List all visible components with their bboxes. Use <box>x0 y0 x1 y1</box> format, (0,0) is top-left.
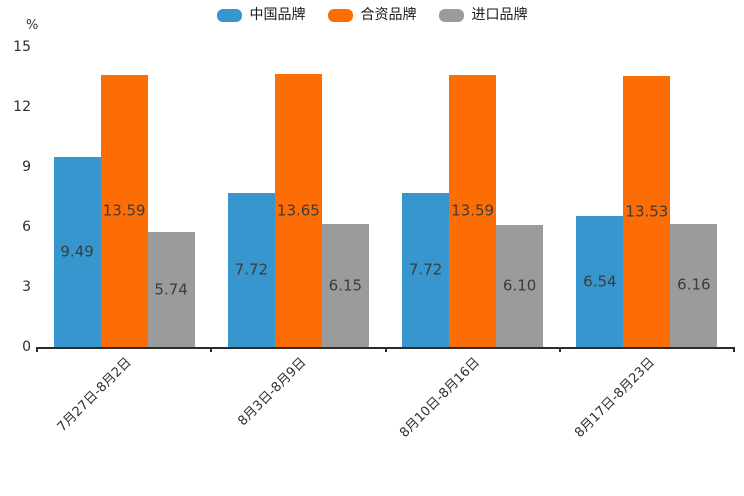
bar-合资品牌-3[interactable]: 13.53 <box>623 76 671 347</box>
legend-item-0[interactable]: 中国品牌 <box>216 7 306 23</box>
x-axis-category-label: 8月10日-8月16日 <box>397 355 484 441</box>
legend-item-2[interactable]: 进口品牌 <box>438 7 528 23</box>
legend-item-1[interactable]: 合资品牌 <box>327 7 417 23</box>
legend: 中国品牌 合资品牌 进口品牌 <box>0 8 744 22</box>
legend-label: 合资品牌 <box>360 7 417 23</box>
bar-value-label: 13.53 <box>625 202 669 221</box>
y-axis-tick-label: 6 <box>22 219 31 235</box>
bar-合资品牌-2[interactable]: 13.59 <box>449 75 497 347</box>
y-axis-tick-label: 9 <box>22 159 31 175</box>
bar-value-label: 13.59 <box>102 201 146 220</box>
bar-group-2: 7.72 13.59 6.10 <box>386 47 560 347</box>
bar-value-label: 9.49 <box>60 242 94 261</box>
bar-合资品牌-0[interactable]: 13.59 <box>100 75 148 347</box>
x-axis-category-label: 8月17日-8月23日 <box>571 355 658 441</box>
bar-value-label: 5.74 <box>154 280 188 299</box>
legend-label: 中国品牌 <box>249 7 306 23</box>
y-axis-tick-label: 0 <box>22 339 31 355</box>
bar-进口品牌-1[interactable]: 6.15 <box>321 224 369 347</box>
bar-value-label: 7.72 <box>234 260 269 279</box>
y-axis-tick-label: 12 <box>13 99 31 115</box>
bar-value-label: 6.54 <box>583 272 617 291</box>
bar-进口品牌-3[interactable]: 6.16 <box>670 223 718 347</box>
bar-value-label: 6.10 <box>502 276 537 295</box>
bar-group-0: 9.49 13.59 5.74 <box>37 47 211 347</box>
bar-value-label: 6.16 <box>677 275 711 294</box>
x-axis-tick-mark <box>558 347 561 352</box>
x-axis-tick-mark <box>210 347 213 352</box>
legend-swatch-icon <box>438 8 464 22</box>
legend-swatch-icon <box>216 8 242 22</box>
bar-group-1: 7.72 13.65 6.15 <box>211 47 385 347</box>
x-axis-tick-mark <box>384 347 387 352</box>
bar-中国品牌-2[interactable]: 7.72 <box>402 192 450 347</box>
bar-进口品牌-0[interactable]: 5.74 <box>147 232 195 347</box>
legend-swatch-icon <box>327 8 353 22</box>
y-axis-tick-label: 3 <box>22 279 31 295</box>
x-axis-category-label: 8月3日-8月9日 <box>234 355 309 430</box>
bar-group-3: 6.54 13.53 6.16 <box>560 47 734 347</box>
bar-中国品牌-3[interactable]: 6.54 <box>576 216 624 347</box>
legend-label: 进口品牌 <box>471 7 528 23</box>
y-axis-unit-label: % <box>26 18 39 33</box>
x-axis-tick-mark <box>36 347 38 352</box>
bar-中国品牌-0[interactable]: 9.49 <box>53 157 101 347</box>
x-axis-tick-mark <box>733 347 735 352</box>
bar-进口品牌-2[interactable]: 6.10 <box>496 225 544 347</box>
x-axis-category-label: 7月27日-8月2日 <box>54 355 135 435</box>
bar-value-label: 7.72 <box>408 260 443 279</box>
bar-value-label: 13.65 <box>276 201 320 219</box>
plot-area: 0 3 6 9 12 15 9.49 13.59 5.74 7月27日-8月2日 7.72 13.65… <box>13 40 735 441</box>
y-axis-tick-label: 15 <box>13 39 31 55</box>
bar-合资品牌-1[interactable]: 13.65 <box>274 74 322 347</box>
bar-value-label: 13.59 <box>451 201 495 220</box>
bar-value-label: 6.15 <box>328 276 363 294</box>
bar-中国品牌-1[interactable]: 7.72 <box>227 192 275 347</box>
